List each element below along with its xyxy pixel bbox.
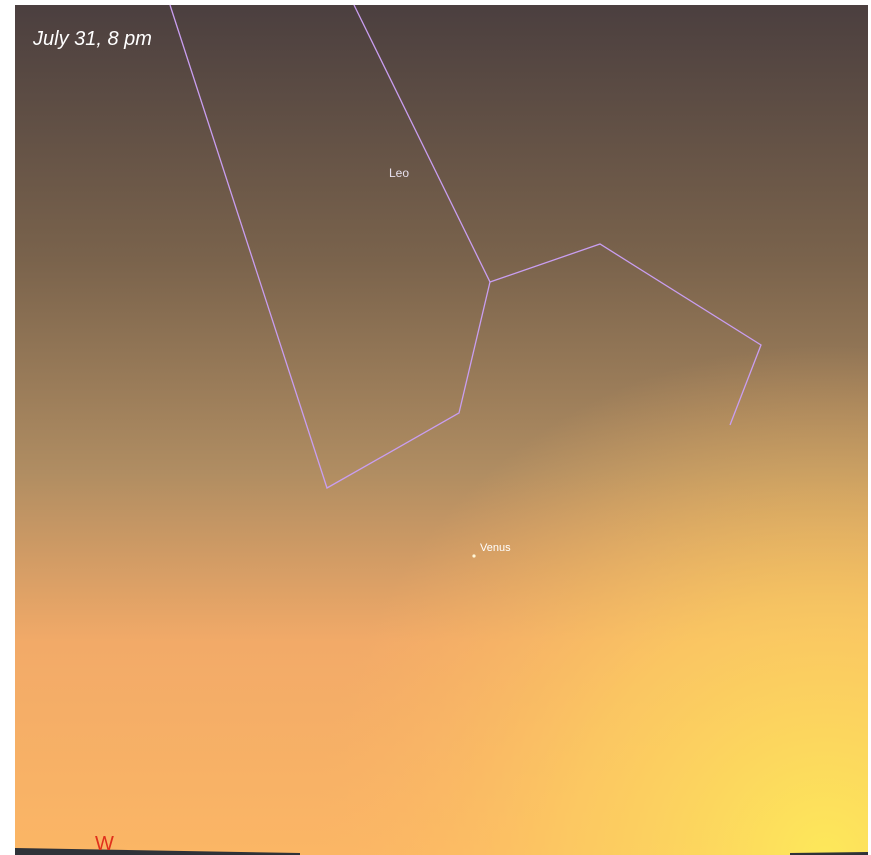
constellation-label: Leo (389, 166, 409, 180)
compass-label: W (95, 833, 114, 855)
planet-dot (472, 554, 475, 557)
sky-glow (15, 5, 868, 855)
planet-label: Venus (480, 542, 511, 554)
sky-view: July 31, 8 pm Leo Venus W (0, 0, 871, 855)
caption: July 31, 8 pm (32, 28, 152, 50)
